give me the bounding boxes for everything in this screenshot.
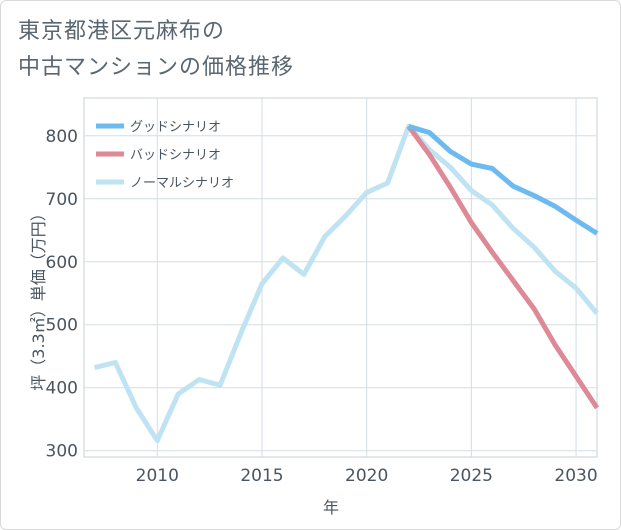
- x-tick-label: 2010: [136, 466, 179, 486]
- chart-title: 東京都港区元麻布の 中古マンションの価格推移: [18, 14, 294, 86]
- x-axis-ticks: 2010 2015 2020 2025 2030: [136, 466, 598, 486]
- y-tick-label: 500: [46, 316, 78, 336]
- y-tick-label: 600: [46, 253, 78, 273]
- legend-label: バッドシナリオ: [130, 148, 221, 163]
- plot-frame: [83, 97, 598, 458]
- series-line-bad: [406, 124, 600, 410]
- series-lines: [93, 123, 600, 444]
- x-tick-label: 2030: [554, 466, 597, 486]
- y-tick-label: 400: [46, 379, 78, 399]
- series-line-good: [407, 123, 599, 236]
- chart-title-line-2: 中古マンションの価格推移: [18, 55, 295, 80]
- legend-label: ノーマルシナリオ: [130, 176, 234, 191]
- x-tick-label: 2020: [345, 466, 388, 486]
- chart-title-line-1: 東京都港区元麻布の: [18, 19, 226, 44]
- x-tick-label: 2015: [240, 466, 283, 486]
- y-tick-label: 300: [46, 442, 78, 462]
- legend-label: グッドシナリオ: [130, 120, 221, 135]
- grid-lines: [83, 97, 598, 458]
- y-tick-label: 800: [46, 127, 78, 147]
- series-line-normal: [93, 123, 599, 444]
- x-tick-label: 2025: [450, 466, 493, 486]
- y-axis-ticks: 300 400 500 600 700 800: [46, 127, 78, 462]
- y-tick-label: 700: [46, 190, 78, 210]
- x-axis-label: 年: [323, 498, 339, 517]
- y-axis-label: 坪（3.3㎡）単価（万円）: [29, 205, 48, 390]
